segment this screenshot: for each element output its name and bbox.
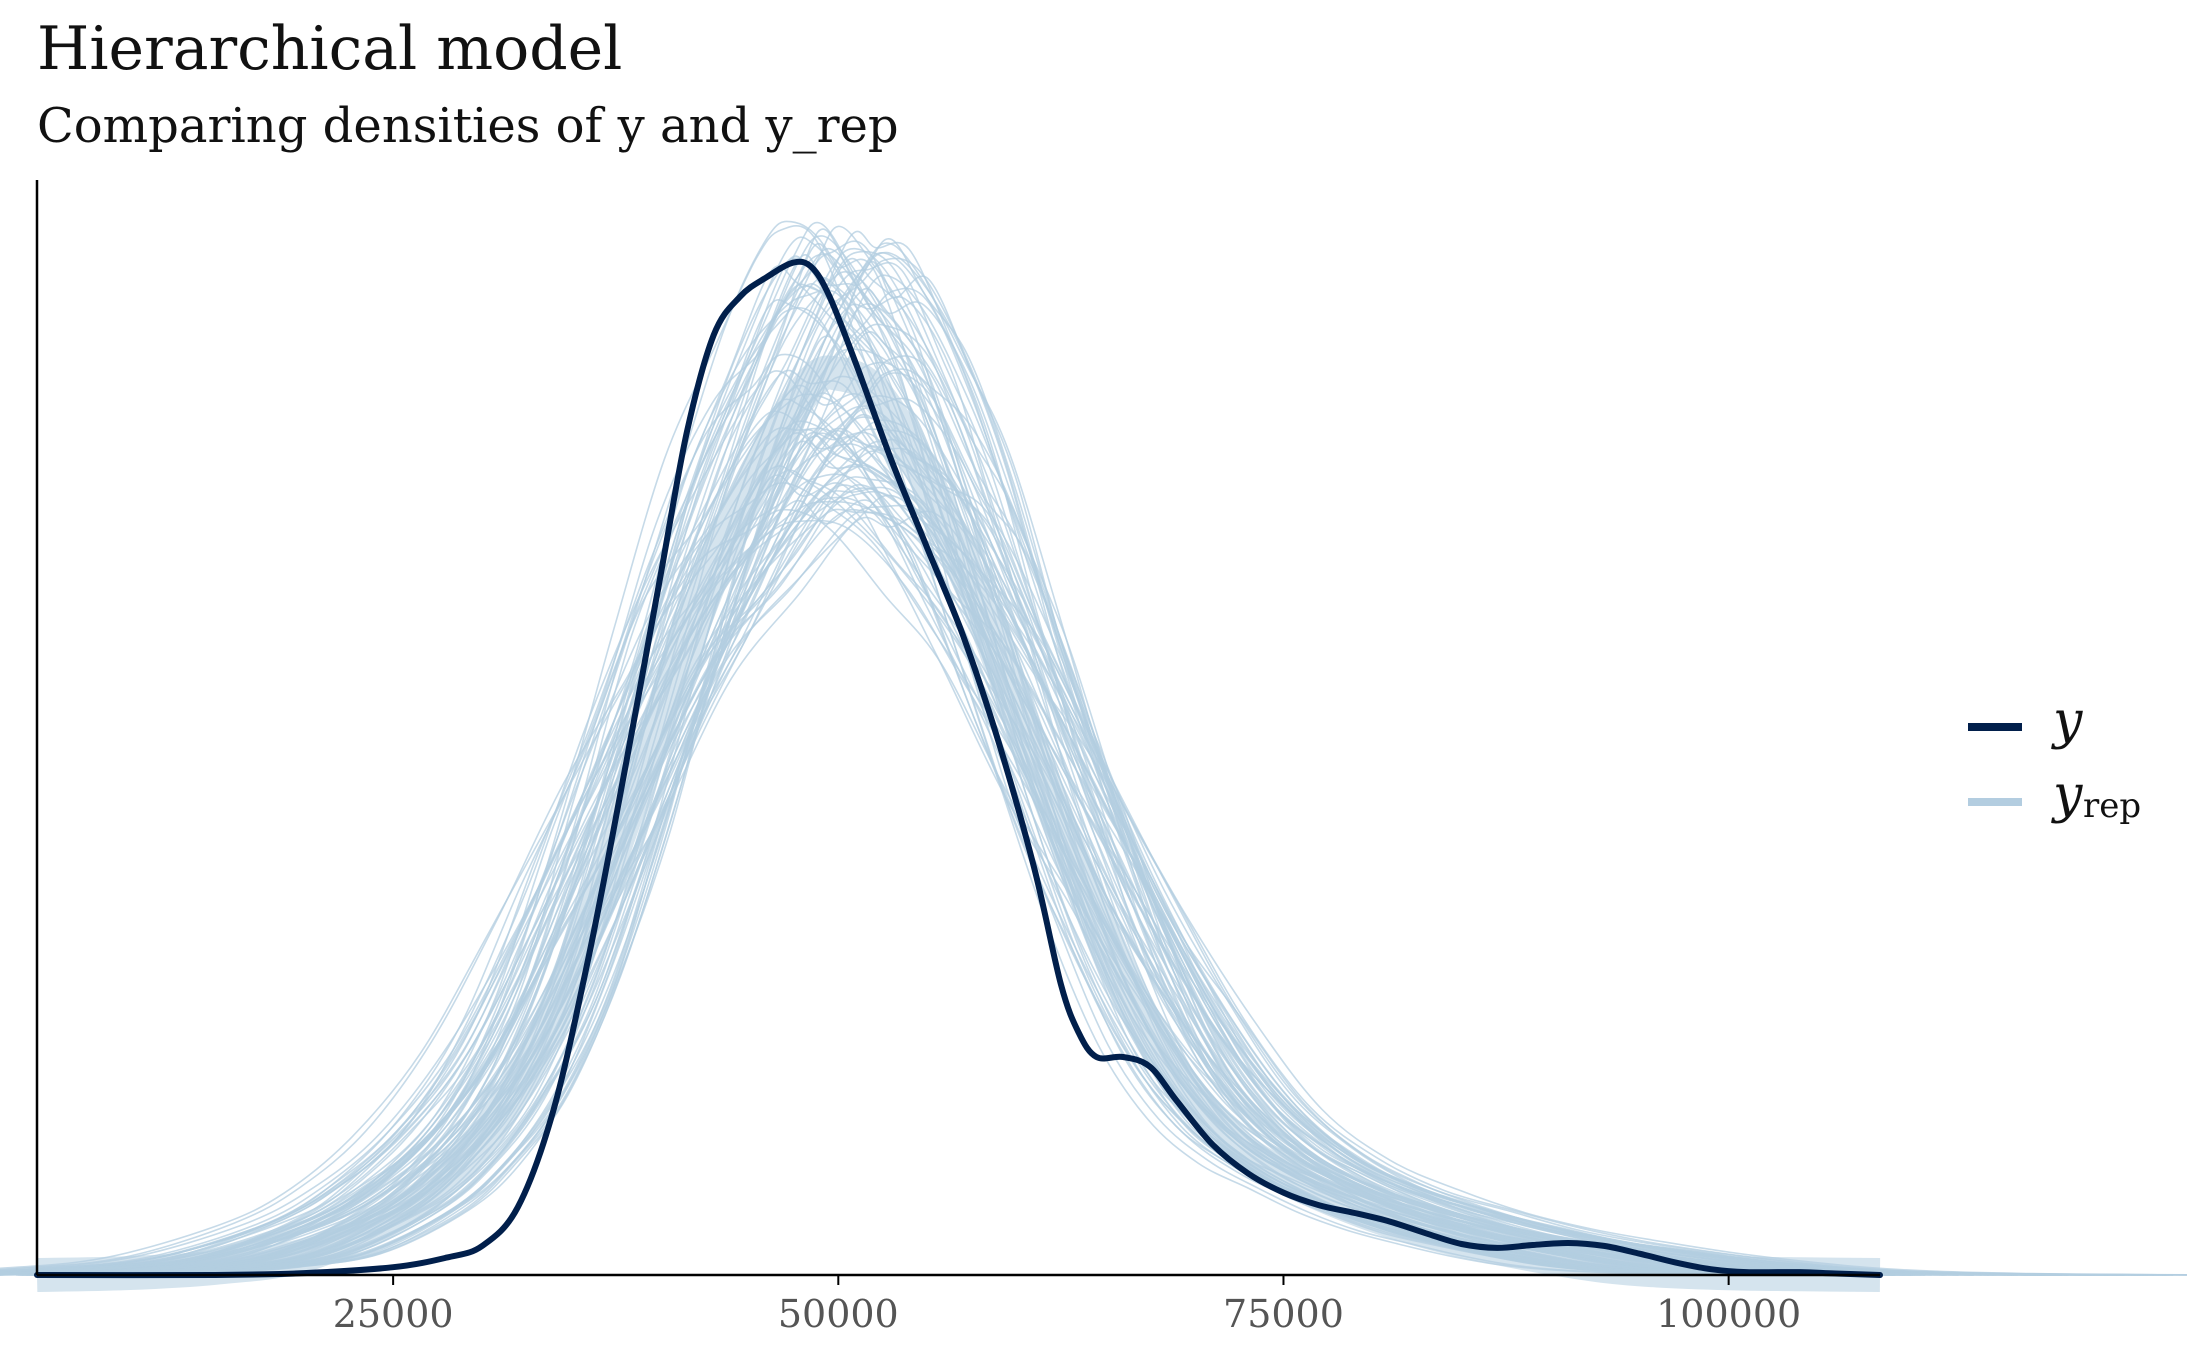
yrep-density-line	[49, 276, 1867, 1276]
yrep-density-line	[64, 247, 1838, 1276]
yrep-density-line	[81, 240, 1806, 1276]
legend-item-yrep: y rep	[1968, 765, 2141, 826]
chart-title: Hierarchical model	[37, 14, 623, 84]
yrep-density-line	[0, 463, 2119, 1276]
yrep-density-line	[17, 283, 1850, 1276]
yrep-density-line	[64, 323, 1959, 1276]
legend-label-yrep-subscript: rep	[2083, 786, 2141, 826]
x-tick-label: 75000	[1223, 1292, 1344, 1336]
yrep-density-line	[0, 431, 2045, 1276]
yrep-density-line	[0, 335, 1921, 1276]
yrep-density-line	[0, 435, 2100, 1276]
yrep-density-line	[39, 220, 1768, 1276]
legend-label-y: y	[2051, 691, 2083, 751]
yrep-density-line	[70, 270, 1864, 1276]
yrep-density-line	[0, 504, 2187, 1276]
legend-item-y: y	[1968, 691, 2083, 751]
x-tick-label: 100000	[1656, 1292, 1801, 1336]
yrep-density-line	[26, 285, 1848, 1276]
legend: y y rep	[1968, 691, 2141, 826]
yrep-density-line	[90, 225, 1811, 1276]
yrep-density-line	[0, 508, 2187, 1276]
yrep-density-line	[98, 247, 1839, 1276]
yrep-density-line	[0, 361, 1995, 1276]
yrep-density-line	[38, 255, 1819, 1276]
chart-subtitle: Comparing densities of y and y_rep	[37, 98, 899, 154]
yrep-density-line	[125, 230, 1852, 1276]
legend-label-yrep: y	[2051, 765, 2083, 825]
yrep-density-line	[19, 265, 1806, 1276]
yrep-density-line	[126, 257, 1872, 1276]
yrep-density-line	[54, 254, 1831, 1276]
y-density-line	[34, 258, 1883, 1279]
yrep-density-line	[67, 253, 1850, 1276]
x-axis-ticks: 25000 50000 75000 100000	[333, 1275, 1801, 1336]
yrep-density-line	[67, 221, 1797, 1276]
x-tick-label: 25000	[333, 1292, 454, 1336]
yrep-density-line	[0, 510, 2187, 1276]
x-tick-label: 50000	[778, 1292, 899, 1336]
yrep-density-lines	[0, 220, 2187, 1292]
yrep-density-line	[29, 257, 1809, 1276]
yrep-density-line	[0, 393, 1945, 1276]
yrep-density-line	[100, 287, 1913, 1276]
